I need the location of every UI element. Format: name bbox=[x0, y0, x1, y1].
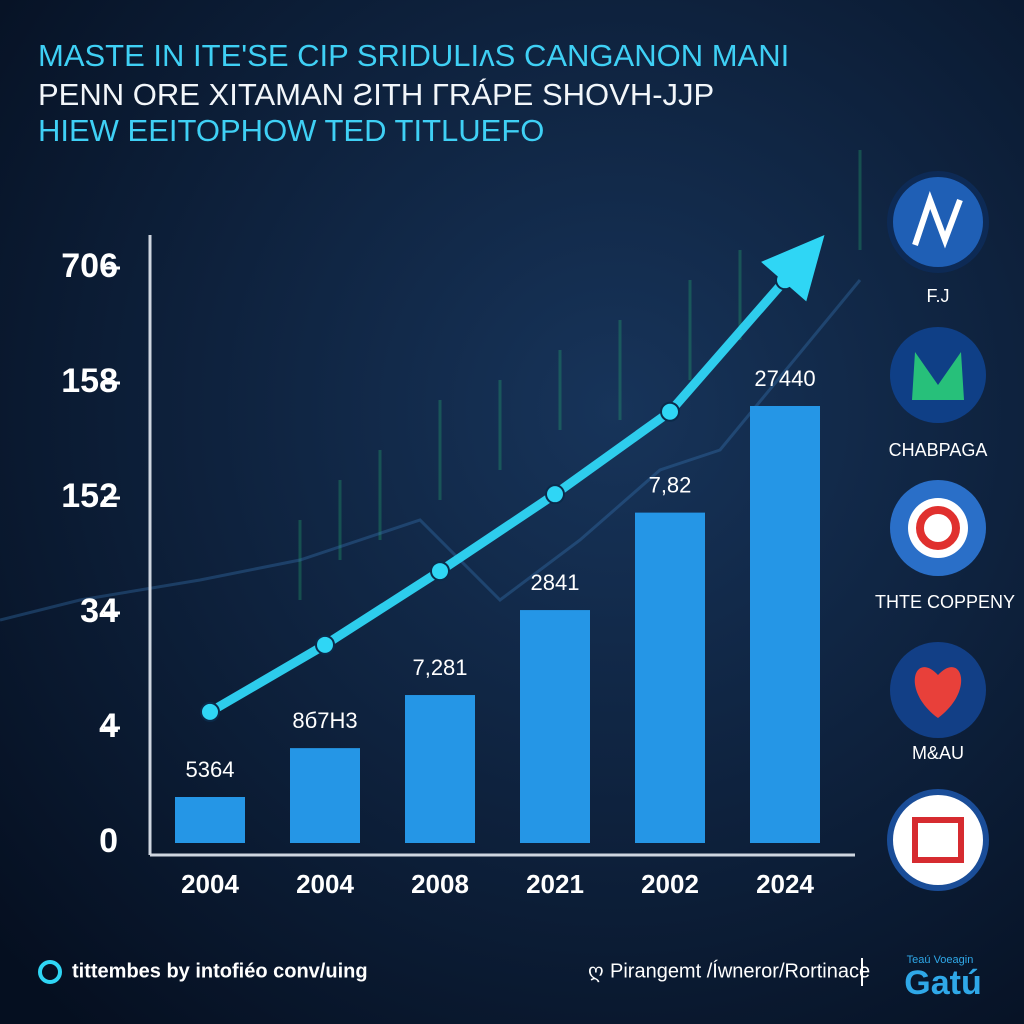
logo-icon bbox=[916, 506, 960, 550]
title-line: PENN ORE XITAMAN ƧITH ΓRÁPE SHOVH-JJP bbox=[38, 77, 714, 112]
y-tick-label: 34 bbox=[80, 592, 118, 630]
trend-point bbox=[545, 484, 565, 505]
y-tick-label: 152 bbox=[61, 477, 118, 515]
bar bbox=[405, 695, 475, 843]
title-line: MASTE IN ITE'SE CIP SRIDULIʌS CANGANON M… bbox=[38, 38, 789, 73]
y-tick-label: 0 bbox=[99, 822, 118, 860]
logo-label: F.J bbox=[926, 286, 949, 306]
bar-annotation: 8б7Н3 bbox=[292, 708, 357, 733]
logo-label: M&AU bbox=[912, 743, 964, 763]
trend-point bbox=[430, 561, 450, 582]
arrow-head bbox=[761, 234, 825, 302]
bar bbox=[520, 610, 590, 843]
y-tick-label: 158 bbox=[61, 362, 118, 400]
sidebar: F.J CHABPAGA THTE COPPENY M&AU bbox=[875, 171, 1015, 891]
logo-icon bbox=[912, 352, 964, 400]
x-tick-label: 2021 bbox=[526, 869, 584, 899]
bar-annotation: 5364 bbox=[186, 757, 235, 782]
logo-label: CHABPAGA bbox=[889, 440, 988, 460]
x-tick-label: 2004 bbox=[296, 869, 354, 899]
logo-label: THTE COPPENY bbox=[875, 592, 1015, 612]
logo-icon bbox=[912, 191, 963, 249]
trend-point bbox=[660, 401, 680, 422]
bar-annotation: 2841 bbox=[531, 570, 580, 595]
bar bbox=[750, 406, 820, 843]
logo bbox=[890, 327, 986, 423]
footer-source: tittembes by intofiéo conv/uing bbox=[72, 960, 368, 982]
x-tick-label: 2008 bbox=[411, 869, 469, 899]
bar bbox=[635, 512, 705, 843]
y-tick-label: 706 bbox=[61, 247, 118, 285]
logo-icon bbox=[912, 817, 964, 863]
trend-point bbox=[315, 634, 335, 655]
footer-icon: ღ bbox=[588, 960, 604, 982]
y-tick-label: 4 bbox=[99, 707, 118, 745]
bar-annotation: 7,82 bbox=[649, 472, 692, 497]
trend-point bbox=[200, 701, 220, 722]
footer-icon bbox=[38, 960, 62, 984]
x-tick-label: 2004 bbox=[181, 869, 239, 899]
bar bbox=[290, 748, 360, 843]
title-line: HIEW EEITOPHOW TED TITLUEFO bbox=[38, 113, 544, 148]
brand-small: Teaú Voeagin bbox=[907, 954, 974, 966]
bar-annotation: 27440 bbox=[754, 366, 815, 391]
x-tick-label: 2002 bbox=[641, 869, 699, 899]
trend-line bbox=[207, 277, 789, 716]
logo bbox=[887, 789, 989, 891]
bar-annotation: 7,281 bbox=[412, 655, 467, 680]
background-decoration bbox=[298, 150, 862, 600]
brand: Gatú bbox=[904, 964, 981, 1002]
bar bbox=[175, 797, 245, 843]
footer-credit: Pirangemt /Íwneror/Rortinace bbox=[610, 959, 870, 982]
logo-icon bbox=[914, 667, 962, 718]
x-tick-label: 2024 bbox=[756, 869, 814, 899]
